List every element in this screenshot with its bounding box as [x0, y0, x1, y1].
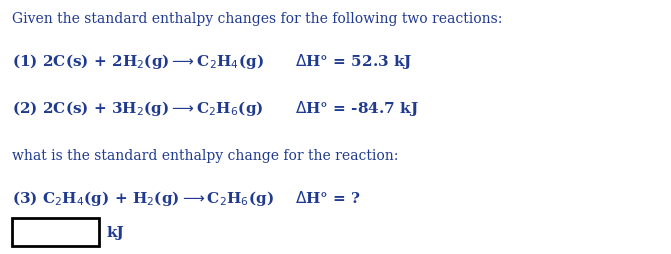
Text: $\Delta$H° = ?: $\Delta$H° = ? — [295, 190, 362, 206]
Text: (2) 2C(s) + 3H$_2$(g)$\longrightarrow$C$_2$H$_6$(g): (2) 2C(s) + 3H$_2$(g)$\longrightarrow$C$… — [12, 99, 264, 118]
Text: what is the standard enthalpy change for the reaction:: what is the standard enthalpy change for… — [12, 149, 399, 163]
Text: $\Delta$H° = -84.7 kJ: $\Delta$H° = -84.7 kJ — [295, 99, 419, 118]
FancyBboxPatch shape — [12, 218, 99, 246]
Text: $\Delta$H° = 52.3 kJ: $\Delta$H° = 52.3 kJ — [295, 52, 413, 71]
Text: (3) C$_2$H$_4$(g) + H$_2$(g)$\longrightarrow$C$_2$H$_6$(g): (3) C$_2$H$_4$(g) + H$_2$(g)$\longrighta… — [12, 189, 274, 208]
Text: kJ: kJ — [106, 226, 123, 240]
Text: Given the standard enthalpy changes for the following two reactions:: Given the standard enthalpy changes for … — [12, 12, 503, 26]
Text: (1) 2C(s) + 2H$_2$(g)$\longrightarrow$C$_2$H$_4$(g): (1) 2C(s) + 2H$_2$(g)$\longrightarrow$C$… — [12, 52, 264, 71]
